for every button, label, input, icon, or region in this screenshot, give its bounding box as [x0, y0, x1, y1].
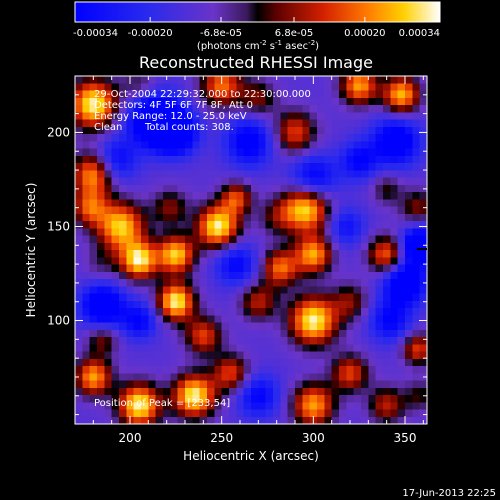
x-tick-label: 200	[119, 431, 142, 445]
footer-date: 17-Jun-2013 22:25	[402, 488, 496, 499]
axis-ticks	[74, 75, 427, 424]
colorbar-unit-label: (photons cm-2 s-1 asec-2)	[197, 39, 319, 52]
colorbar-ticks	[74, 17, 441, 22]
x-tick-label: 300	[302, 431, 325, 445]
y-tick-labels: 100 150 200	[47, 125, 70, 327]
x-axis-label: Heliocentric X (arcsec)	[183, 449, 319, 463]
annotation-energy-range: Energy Range: 12.0 - 25.0 keV	[94, 111, 247, 122]
annotation-peak-position: Position of Peak = [233,54]	[94, 398, 230, 409]
colorbar-tick-label: 0.00020	[344, 28, 385, 39]
x-tick-labels: 200 250 300 350	[119, 431, 417, 445]
annotation-method: Clean	[94, 122, 122, 133]
y-tick-label: 100	[47, 314, 70, 328]
y-axis-label: Heliocentric Y (arcsec)	[24, 183, 38, 318]
colorbar	[75, 2, 440, 22]
annotation-total-counts: Total counts: 308.	[144, 122, 234, 133]
colorbar-tick-label: -0.00034	[73, 28, 118, 39]
colorbar-tick-labels: -0.00034 -0.00020 -6.8e-05 6.8e-05 0.00020 0.…	[73, 28, 440, 39]
annotation-time-range: 29-Oct-2004 22:29:32.000 to 22:30:00.000	[94, 89, 311, 100]
x-tick-label: 250	[210, 431, 233, 445]
colorbar-tick-label: -6.8e-05	[200, 28, 242, 39]
chart-title: Reconstructed RHESSI Image	[139, 53, 373, 72]
x-tick-label: 350	[394, 431, 417, 445]
colorbar-tick-label: 6.8e-05	[275, 28, 313, 39]
colorbar-tick-label: -0.00020	[128, 28, 173, 39]
annotation-detectors: Detectors: 4F 5F 6F 7F 8F, Att 0	[94, 100, 253, 111]
colorbar-tick-label: 0.00034	[399, 28, 440, 39]
y-tick-label: 150	[47, 219, 70, 233]
colorbar-frame	[74, 1, 441, 23]
y-tick-label: 200	[47, 125, 70, 139]
heatmap-image	[75, 76, 427, 424]
